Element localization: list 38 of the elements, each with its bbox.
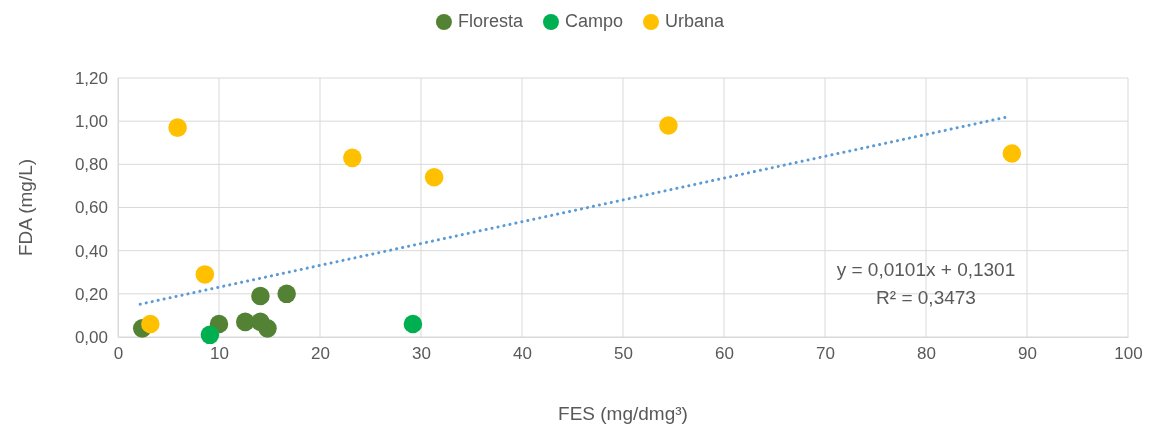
y-tick-label: 1,00	[74, 112, 108, 132]
annotation: y = 0,0101x + 0,1301	[836, 259, 1016, 281]
legend-label: Urbana	[665, 10, 726, 31]
y-axis-title: FDA (mg/L)	[15, 158, 36, 257]
x-tick-label: 10	[210, 344, 229, 364]
x-tick-label: 100	[1114, 344, 1143, 364]
point	[659, 116, 678, 135]
point	[200, 325, 220, 345]
point	[168, 118, 187, 137]
y-tick-label: 0,80	[74, 155, 108, 175]
point	[403, 314, 423, 334]
x-tick-label: 80	[917, 344, 936, 364]
y-tick-label: 0,00	[74, 327, 108, 347]
point	[277, 284, 296, 304]
x-tick-label: 70	[816, 344, 835, 364]
x-tick-label: 30	[412, 344, 431, 364]
point	[343, 148, 362, 168]
point	[251, 286, 270, 306]
point	[141, 314, 160, 334]
point	[195, 265, 215, 284]
point	[235, 312, 255, 332]
x-tick-label: 60	[715, 344, 734, 364]
y-tick-label: 0,20	[74, 284, 108, 304]
x-tick-label: 0	[113, 344, 124, 364]
point	[1002, 144, 1022, 163]
x-tick-label: 90	[1018, 344, 1037, 364]
x-tick-label: 20	[311, 344, 330, 364]
legend-label: Floresta	[457, 10, 524, 31]
x-tick-label: 50	[614, 344, 633, 364]
x-tick-label: 40	[513, 344, 532, 364]
point	[258, 319, 277, 338]
y-tick-label: 0,40	[74, 241, 108, 261]
legend-label: Campo	[564, 10, 624, 31]
x-axis-title: FES (mg/dmg³)	[558, 403, 688, 424]
point	[424, 168, 444, 187]
y-tick-label: 1,20	[74, 68, 108, 88]
annotation: R² = 0,3473	[876, 287, 976, 309]
y-tick-label: 0,60	[74, 198, 108, 218]
